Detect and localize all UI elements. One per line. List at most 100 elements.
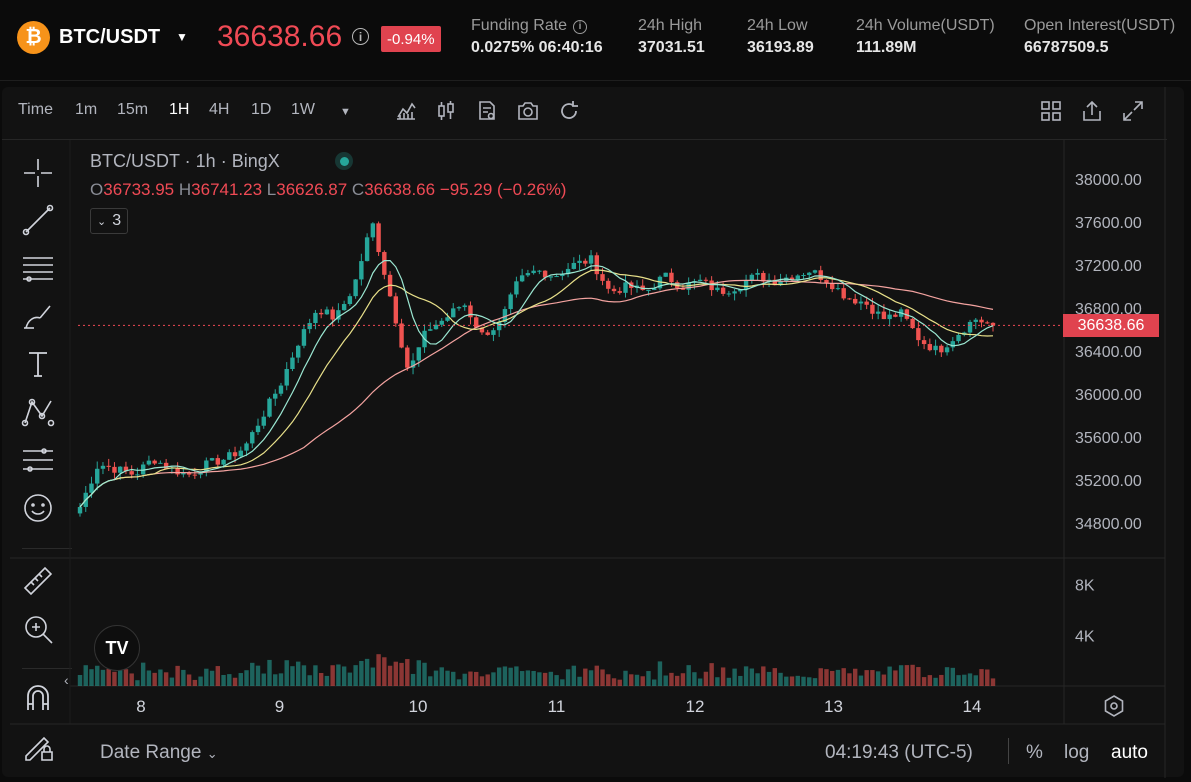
volume-bar — [784, 676, 789, 686]
ticker-bar: ₿ BTC/USDT ▼ 36638.66 i -0.94% Funding R… — [0, 0, 1191, 81]
volume-bar — [720, 667, 726, 686]
ohlc-high: 36741.23 — [191, 180, 263, 199]
share-icon[interactable] — [1080, 99, 1104, 123]
candle-body — [795, 275, 800, 281]
volume-bar — [858, 675, 864, 686]
stat-24h-low: 24h Low 36193.89 — [747, 17, 814, 57]
interval-1w[interactable]: 1W — [291, 101, 315, 118]
volume-bar — [163, 672, 169, 686]
volume-bar — [485, 674, 490, 686]
reset-icon[interactable] — [557, 99, 581, 123]
auto-scale-toggle[interactable]: auto — [1111, 742, 1148, 763]
candle-body — [232, 452, 238, 457]
volume-bar — [410, 673, 416, 686]
candle-body — [433, 324, 439, 330]
collapse-left-icon[interactable]: ‹ — [64, 672, 69, 688]
date-range-button[interactable]: Date Range ⌄ — [100, 742, 218, 764]
caret-down-icon[interactable]: ▼ — [176, 30, 188, 44]
volume-bar — [238, 673, 243, 686]
candle-body — [393, 296, 399, 324]
candle-body — [416, 347, 421, 361]
interval-4h[interactable]: 4H — [209, 101, 230, 118]
candle-type-icon[interactable] — [434, 99, 458, 123]
interval-1h[interactable]: 1H — [169, 101, 190, 118]
volume-bar — [468, 671, 473, 686]
interval-1d[interactable]: 1D — [251, 101, 272, 118]
candle-body — [439, 320, 444, 325]
candle-body — [577, 260, 582, 263]
volume-bar — [703, 671, 709, 686]
candle-body — [870, 304, 875, 314]
volume-bar — [669, 672, 674, 686]
volume-bar — [250, 662, 255, 686]
pair-selector[interactable]: BTC/USDT — [59, 26, 161, 48]
interval-1m[interactable]: 1m — [75, 101, 98, 118]
stat-24h-volume: 24h Volume(USDT) 111.89M — [856, 17, 995, 57]
fullscreen-icon[interactable] — [1121, 99, 1145, 123]
ohlc-close-label: C — [351, 180, 365, 199]
volume-bar — [456, 679, 462, 686]
info-icon[interactable]: i — [352, 28, 369, 45]
prediction-tool-icon[interactable] — [20, 442, 56, 478]
chevron-down-icon: ⌄ — [206, 746, 218, 761]
stat-label: 24h Low — [747, 17, 808, 34]
candle-body — [761, 273, 766, 282]
volume-bar — [738, 675, 743, 686]
volume-bar — [554, 675, 559, 686]
time-label[interactable]: Time — [18, 101, 53, 118]
stat-label: 24h Volume(USDT) — [856, 17, 995, 34]
volume-bar — [577, 676, 582, 686]
change-badge: -0.94% — [381, 26, 441, 52]
candle-body — [273, 393, 278, 399]
candle-body — [296, 345, 301, 358]
brush-icon[interactable] — [20, 298, 56, 334]
emoji-icon[interactable] — [20, 490, 56, 526]
volume-bar — [227, 674, 232, 686]
bitcoin-icon: ₿ — [17, 21, 50, 54]
volume-bar — [537, 672, 542, 686]
volume-bar — [376, 654, 381, 686]
volume-bar — [611, 678, 617, 686]
candle-body — [979, 319, 984, 323]
time-axis-label: 12 — [686, 697, 705, 716]
trend-line-icon[interactable] — [20, 202, 56, 238]
candle-body — [956, 334, 961, 342]
candle-body — [663, 272, 668, 277]
percent-scale-toggle[interactable]: % — [1026, 742, 1043, 763]
horizontal-lines-icon[interactable] — [20, 250, 56, 286]
volume-bar — [680, 673, 686, 686]
templates-icon[interactable] — [475, 99, 499, 123]
candle-body — [146, 460, 152, 465]
chart-settings-icon[interactable] — [1102, 694, 1126, 718]
time-axis-label: 10 — [409, 697, 428, 716]
indicators-icon[interactable] — [394, 99, 418, 123]
timezone-clock[interactable]: 04:19:43 (UTC-5) — [825, 742, 973, 763]
magnet-icon[interactable] — [20, 680, 56, 716]
zoom-in-icon[interactable] — [20, 611, 56, 647]
lock-drawing-icon[interactable] — [20, 728, 56, 764]
pattern-tool-icon[interactable] — [20, 394, 56, 430]
text-tool-icon[interactable] — [20, 346, 56, 382]
candle-body — [531, 270, 536, 274]
indicators-collapse-button[interactable]: ⌄ 3 — [90, 208, 129, 234]
volume-bar — [944, 667, 950, 686]
stat-value: 66787509.5 — [1024, 39, 1109, 56]
volume-bar — [186, 674, 192, 686]
price-axis-label: 36800.00 — [1075, 301, 1142, 318]
crosshair-icon[interactable] — [20, 155, 56, 191]
layout-icon[interactable] — [1039, 99, 1063, 123]
volume-bar — [204, 668, 209, 686]
info-icon[interactable]: i — [573, 19, 588, 34]
snapshot-icon[interactable] — [516, 99, 540, 123]
time-axis-label: 13 — [824, 697, 843, 716]
tradingview-logo[interactable]: TV — [94, 625, 140, 671]
log-scale-toggle[interactable]: log — [1064, 742, 1090, 763]
volume-bar — [422, 662, 427, 686]
volume-bar — [169, 677, 175, 686]
interval-dropdown-icon[interactable]: ▼ — [340, 106, 351, 118]
ruler-icon[interactable] — [20, 563, 56, 599]
price-axis-label: 36400.00 — [1075, 344, 1142, 361]
interval-15m[interactable]: 15m — [117, 101, 149, 118]
candle-body — [864, 301, 869, 305]
